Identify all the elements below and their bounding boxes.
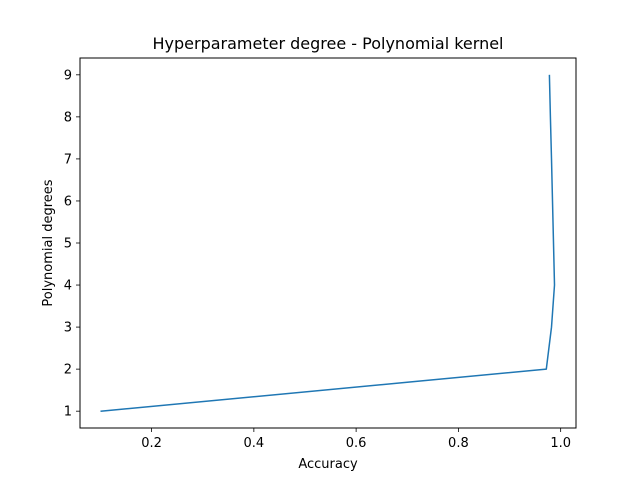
y-tick-label: 8: [64, 110, 72, 125]
x-axis-label: Accuracy: [298, 457, 358, 472]
y-axis-label: Polynomial degrees: [41, 179, 56, 306]
y-tick-label: 1: [64, 405, 72, 420]
x-tick-label: 1.0: [550, 436, 571, 451]
x-axis-ticks: 0.2 0.4 0.6 0.8 1.0: [141, 428, 571, 451]
y-tick-label: 5: [64, 237, 72, 252]
y-tick-label: 6: [64, 194, 72, 209]
y-axis-ticks: 1 2 3 4 5 6 7 8 9: [64, 68, 80, 420]
plot-area: 0.2 0.4 0.6 0.8 1.0 1 2 3 4 5 6 7 8 9: [64, 57, 577, 451]
chart-title: Hyperparameter degree - Polynomial kerne…: [153, 34, 504, 53]
y-tick-label: 2: [64, 363, 72, 378]
y-tick-label: 7: [64, 152, 72, 167]
x-tick-label: 0.2: [141, 436, 162, 451]
y-tick-label: 4: [64, 279, 72, 294]
x-tick-label: 0.6: [346, 436, 367, 451]
series-line-0: [100, 74, 556, 412]
series-layer: [100, 74, 556, 412]
x-tick-label: 0.8: [448, 436, 469, 451]
y-tick-label: 3: [64, 321, 72, 336]
y-tick-label: 9: [64, 68, 72, 83]
x-tick-label: 0.4: [244, 436, 265, 451]
